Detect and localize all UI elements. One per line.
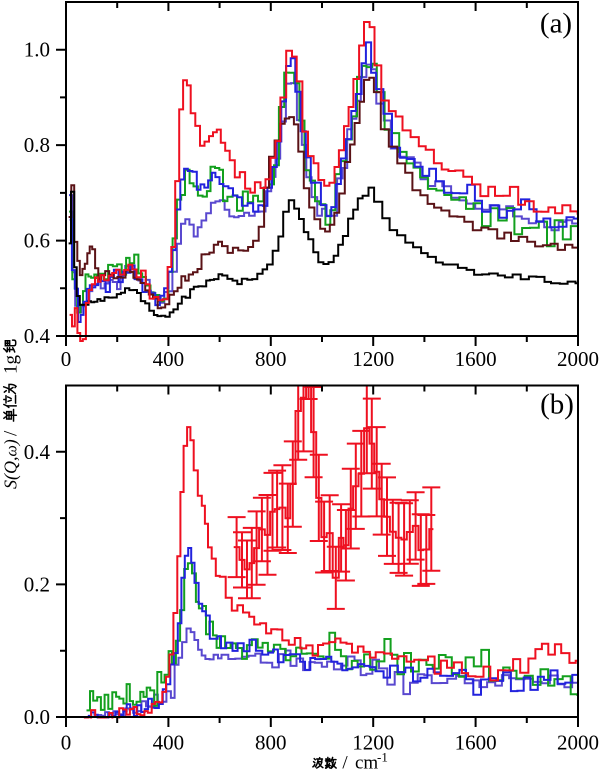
svg-text:800: 800 <box>255 347 287 371</box>
svg-text:(b): (b) <box>540 389 574 421</box>
svg-text:0.6: 0.6 <box>24 229 50 253</box>
svg-text:2000: 2000 <box>557 731 599 755</box>
svg-text:1g: 1g <box>1 355 22 375</box>
svg-text:2000: 2000 <box>557 347 599 371</box>
svg-text:0.8: 0.8 <box>24 133 50 157</box>
svg-text:(a): (a) <box>540 8 572 40</box>
svg-text:-1: -1 <box>377 750 388 765</box>
svg-text:0.2: 0.2 <box>24 572 50 596</box>
svg-text:cm: cm <box>355 752 378 773</box>
svg-text:0: 0 <box>61 731 72 755</box>
svg-text:1200: 1200 <box>352 347 394 371</box>
svg-text:1600: 1600 <box>455 347 497 371</box>
svg-text:1.0: 1.0 <box>24 38 50 62</box>
svg-text:800: 800 <box>255 731 287 755</box>
svg-text:0: 0 <box>61 347 72 371</box>
svg-text:/: / <box>1 430 22 436</box>
svg-text:/: / <box>342 752 348 773</box>
svg-text:S(Q,ω): S(Q,ω) <box>1 439 22 489</box>
svg-text:1200: 1200 <box>352 731 394 755</box>
svg-text:400: 400 <box>153 731 185 755</box>
svg-text:1600: 1600 <box>455 731 497 755</box>
svg-text:400: 400 <box>153 347 185 371</box>
svg-text:0.4: 0.4 <box>24 440 51 464</box>
svg-text:0.4: 0.4 <box>24 324 51 348</box>
svg-text:0.0: 0.0 <box>24 705 50 729</box>
